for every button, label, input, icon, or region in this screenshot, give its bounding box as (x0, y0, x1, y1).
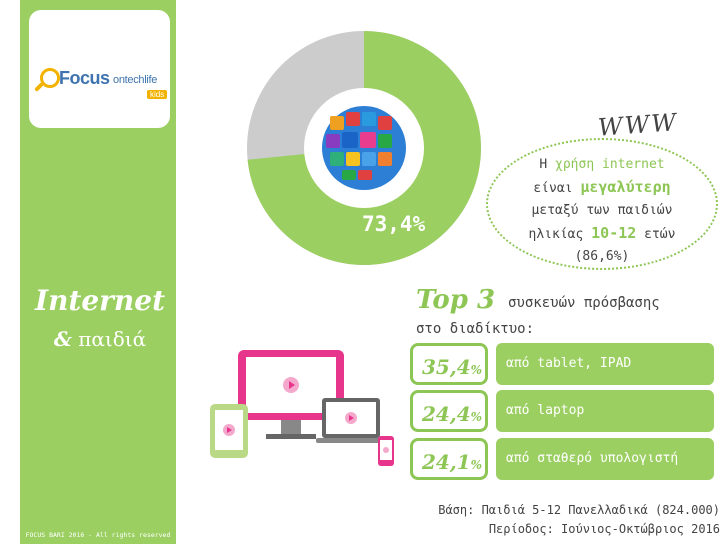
subtitle-word: παιδιά (78, 327, 147, 351)
devices-illustration (210, 350, 394, 466)
logo: Focus ontechlife kids (29, 10, 170, 128)
usage-donut-chart (246, 30, 482, 270)
device-label: από tablet, IPAD (506, 356, 632, 371)
desktop-icon (238, 350, 344, 439)
top3-title: Top 3 (416, 285, 496, 315)
page-subtitle: & παιδιά (30, 327, 170, 351)
logo-kids-badge: kids (147, 90, 168, 99)
sidebar: Focus ontechlife kids Internet & παιδιά … (20, 0, 176, 544)
donut-value-label: 73,4% (362, 212, 426, 236)
percent-box: 24,1% (410, 438, 488, 480)
percent-box: 35,4% (410, 343, 488, 385)
page-title: Internet (34, 284, 166, 317)
percent-value: 24,1 (421, 450, 471, 474)
logo-focus-text: Focus (59, 68, 110, 88)
www-text: WWW (597, 108, 679, 142)
percent-value: 35,4 (421, 355, 471, 379)
callout-bubble (486, 138, 718, 270)
top3-heading-line2: στο διαδίκτυο: (416, 321, 535, 337)
magnifier-icon (40, 68, 60, 88)
percent-value: 24,4 (421, 402, 471, 426)
logo-ontechlife-text: ontechlife (113, 74, 158, 86)
phone-icon (378, 436, 394, 466)
device-label-box: από σταθερό υπολογιστή (496, 438, 714, 480)
percent-box: 24,4% (410, 390, 488, 432)
top3-heading-line1: συσκευών πρόσβασης (508, 295, 660, 311)
callout-text: Η χρήση internet είναι μεγαλύτερη μεταξύ… (528, 157, 676, 264)
device-label-box: από tablet, IPAD (496, 343, 714, 385)
device-label: από laptop (506, 403, 585, 418)
device-row-tablet: 35,4% από tablet, IPAD (410, 343, 714, 385)
tablet-icon (210, 404, 248, 458)
copyright-text: FOCUS BARI 2016 - All rights reserved (25, 531, 171, 539)
laptop-icon (316, 398, 388, 443)
globe-apps-icon (322, 106, 406, 190)
device-row-laptop: 24,4% από laptop (410, 390, 714, 432)
footer-period: Περίοδος: Ιούνιος-Οκτώβριος 2016 (488, 522, 720, 536)
device-label-box: από laptop (496, 390, 714, 432)
subtitle-ampersand: & (53, 327, 72, 351)
device-label: από σταθερό υπολογιστή (506, 451, 679, 466)
footer-base: Βάση: Παιδιά 5-12 Πανελλαδικά (824.000) (438, 503, 720, 517)
device-row-desktop: 24,1% από σταθερό υπολογιστή (410, 438, 714, 480)
